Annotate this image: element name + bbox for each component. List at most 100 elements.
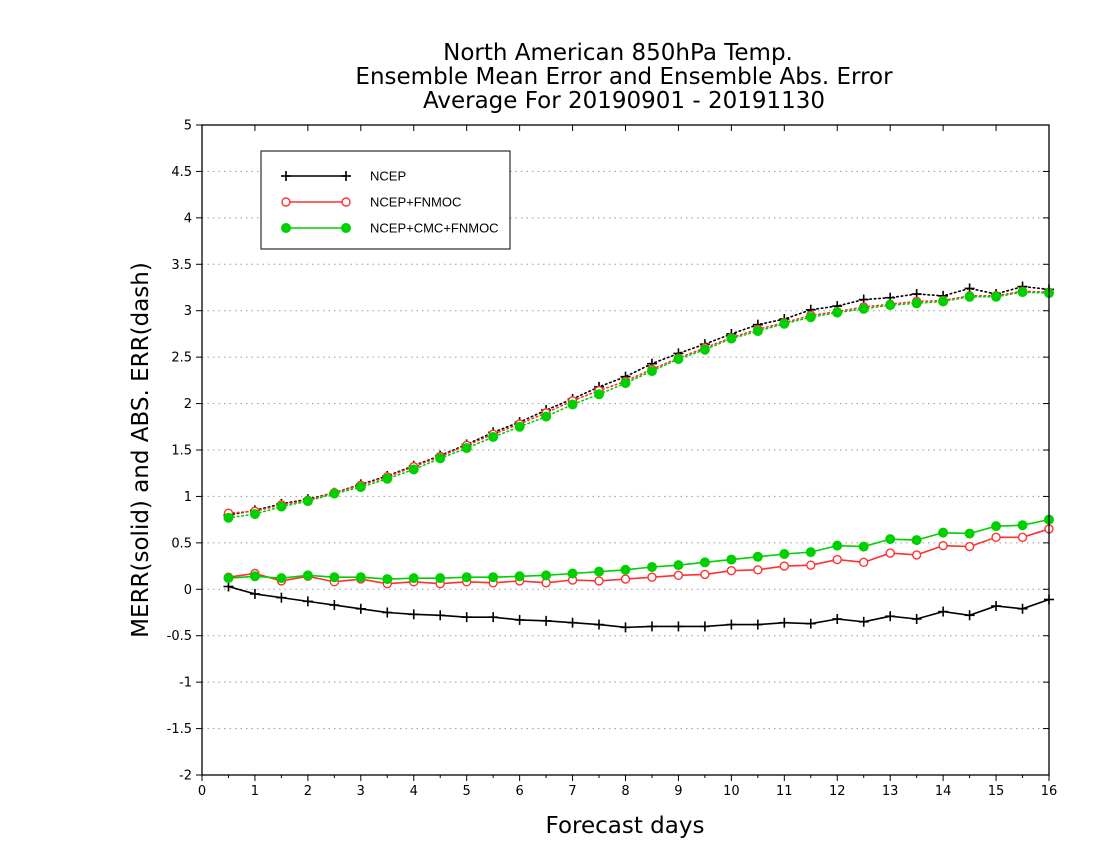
x-tick-label: 10 bbox=[723, 784, 740, 799]
abs-err-point-ncep-cmc-fnmoc bbox=[646, 366, 657, 377]
y-tick-label: -1 bbox=[179, 676, 192, 691]
abs-err-line-ncep-cmc-fnmoc bbox=[227, 291, 1050, 519]
merr-point-ncep-cmc-fnmoc bbox=[541, 570, 552, 581]
abs-err-point-ncep-cmc-fnmoc bbox=[858, 303, 869, 314]
merr-point-ncep-cmc-fnmoc bbox=[514, 571, 525, 582]
chart-title: North American 850hPa Temp. Ensemble Mea… bbox=[355, 40, 893, 114]
merr-point-ncep bbox=[858, 616, 869, 627]
merr-point-ncep bbox=[461, 612, 472, 623]
x-tick-label: 2 bbox=[304, 784, 312, 799]
merr-point-ncep bbox=[646, 621, 657, 632]
y-tick-label: 1 bbox=[184, 490, 192, 505]
merr-point-ncep bbox=[752, 619, 763, 630]
legend-marker bbox=[281, 171, 291, 181]
merr-point-ncep-cmc-fnmoc bbox=[223, 573, 234, 584]
x-axis-label: Forecast days bbox=[546, 813, 705, 839]
abs-err-point-ncep-cmc-fnmoc bbox=[408, 464, 419, 475]
merr-point-ncep bbox=[541, 615, 552, 626]
y-tick-label: 3 bbox=[184, 304, 192, 319]
x-tick-label: 7 bbox=[568, 784, 576, 799]
merr-point-ncep bbox=[673, 621, 684, 632]
legend-marker bbox=[341, 197, 351, 207]
merr-point-ncep bbox=[223, 581, 234, 592]
merr-point-ncep bbox=[832, 614, 843, 624]
data-series bbox=[223, 281, 1054, 633]
merr-point-ncep bbox=[488, 612, 499, 623]
merr-point-ncep-fnmoc bbox=[964, 541, 975, 552]
merr-point-ncep-cmc-fnmoc bbox=[699, 557, 710, 568]
y-tick-label: -0.5 bbox=[167, 629, 192, 644]
abs-err-point-ncep-cmc-fnmoc bbox=[541, 411, 552, 422]
y-tick-label: 0.5 bbox=[171, 536, 192, 551]
title-line-2: Ensemble Mean Error and Ensemble Abs. Er… bbox=[355, 64, 893, 90]
title-line-3: Average For 20190901 - 20191130 bbox=[423, 88, 825, 114]
x-tick-label: 1 bbox=[251, 784, 259, 799]
merr-point-ncep-fnmoc bbox=[991, 532, 1001, 542]
merr-point-ncep-cmc-fnmoc bbox=[885, 534, 896, 545]
y-tick-label: 3.5 bbox=[171, 258, 192, 273]
merr-point-ncep-fnmoc bbox=[832, 554, 842, 565]
merr-point-ncep-fnmoc bbox=[938, 540, 948, 551]
merr-point-ncep bbox=[885, 611, 896, 622]
merr-point-ncep bbox=[699, 621, 710, 632]
merr-point-ncep-cmc-fnmoc bbox=[567, 568, 578, 579]
merr-point-ncep-cmc-fnmoc bbox=[435, 573, 446, 584]
abs-err-point-ncep-cmc-fnmoc bbox=[329, 488, 340, 499]
abs-err-point-ncep-cmc-fnmoc bbox=[461, 443, 472, 454]
abs-err-point-ncep-cmc-fnmoc bbox=[382, 473, 393, 484]
abs-err-point-ncep-cmc-fnmoc bbox=[911, 298, 922, 309]
x-tick-label: 13 bbox=[882, 784, 899, 799]
abs-err-point-ncep-cmc-fnmoc bbox=[594, 389, 605, 400]
merr-point-ncep bbox=[249, 588, 260, 599]
merr-point-ncep-cmc-fnmoc bbox=[594, 566, 605, 577]
merr-point-ncep bbox=[779, 617, 790, 628]
legend-box bbox=[260, 150, 511, 250]
abs-err-point-ncep-cmc-fnmoc bbox=[488, 432, 499, 442]
abs-err-point-ncep-cmc-fnmoc bbox=[620, 378, 631, 389]
merr-point-ncep-fnmoc bbox=[779, 561, 790, 571]
merr-point-ncep bbox=[620, 622, 631, 633]
y-tick-label: -1.5 bbox=[167, 722, 192, 737]
x-tick-label: 15 bbox=[988, 784, 1005, 799]
merr-point-ncep-cmc-fnmoc bbox=[276, 573, 287, 584]
merr-line-ncep bbox=[228, 585, 1050, 629]
y-tick-label: -2 bbox=[179, 769, 192, 784]
merr-point-ncep bbox=[964, 610, 975, 621]
merr-point-ncep bbox=[514, 614, 525, 625]
abs-err-point-ncep-cmc-fnmoc bbox=[726, 333, 737, 344]
abs-err-point-ncep-cmc-fnmoc bbox=[276, 501, 287, 512]
merr-point-ncep-cmc-fnmoc bbox=[646, 562, 657, 572]
merr-point-ncep-fnmoc bbox=[1017, 532, 1028, 542]
merr-point-ncep bbox=[329, 600, 340, 611]
merr-point-ncep-fnmoc bbox=[753, 565, 763, 575]
abs-err-point-ncep-cmc-fnmoc bbox=[673, 354, 684, 364]
merr-point-ncep-cmc-fnmoc bbox=[832, 540, 843, 551]
legend-label: NCEP bbox=[370, 169, 406, 184]
abs-err-point-ncep-cmc-fnmoc bbox=[964, 291, 975, 302]
abs-err-point-ncep-cmc-fnmoc bbox=[752, 326, 763, 337]
y-tick-label: 2 bbox=[184, 397, 192, 412]
merr-point-ncep-cmc-fnmoc bbox=[752, 551, 763, 562]
legend-marker bbox=[281, 197, 291, 207]
merr-point-ncep-fnmoc bbox=[726, 566, 737, 576]
merr-point-ncep-cmc-fnmoc bbox=[726, 554, 737, 565]
x-tick-label: 14 bbox=[935, 784, 952, 799]
merr-point-ncep-cmc-fnmoc bbox=[302, 570, 313, 581]
y-axis: -2 -1.5 -1 -0.5 0 0.5 1 1.5 2 2.5 3 3.5 4 4.5 5 bbox=[167, 119, 1049, 784]
legend: NCEP NCEP+FNMOC NCEP+CMC+FNMOC bbox=[260, 150, 511, 250]
merr-point-ncep bbox=[382, 607, 393, 618]
x-tick-label: 6 bbox=[515, 784, 523, 799]
x-axis: 0 1 2 3 4 5 6 7 8 9 10 11 12 13 14 15 16 bbox=[198, 125, 1057, 799]
merr-point-ncep-cmc-fnmoc bbox=[488, 572, 499, 583]
x-tick-label: 8 bbox=[621, 784, 629, 799]
merr-point-ncep-fnmoc bbox=[647, 572, 657, 582]
abs-err-point-ncep-cmc-fnmoc bbox=[991, 291, 1002, 302]
merr-point-ncep-fnmoc bbox=[700, 569, 710, 580]
merr-point-ncep-cmc-fnmoc bbox=[805, 547, 816, 558]
merr-point-ncep bbox=[302, 596, 313, 607]
abs-err-point-ncep-cmc-fnmoc bbox=[514, 421, 525, 432]
abs-err-point-ncep-cmc-fnmoc bbox=[832, 307, 843, 318]
merr-point-ncep-cmc-fnmoc bbox=[911, 535, 922, 546]
abs-err-point-ncep-cmc-fnmoc bbox=[699, 344, 710, 355]
merr-point-ncep-fnmoc bbox=[859, 557, 869, 568]
